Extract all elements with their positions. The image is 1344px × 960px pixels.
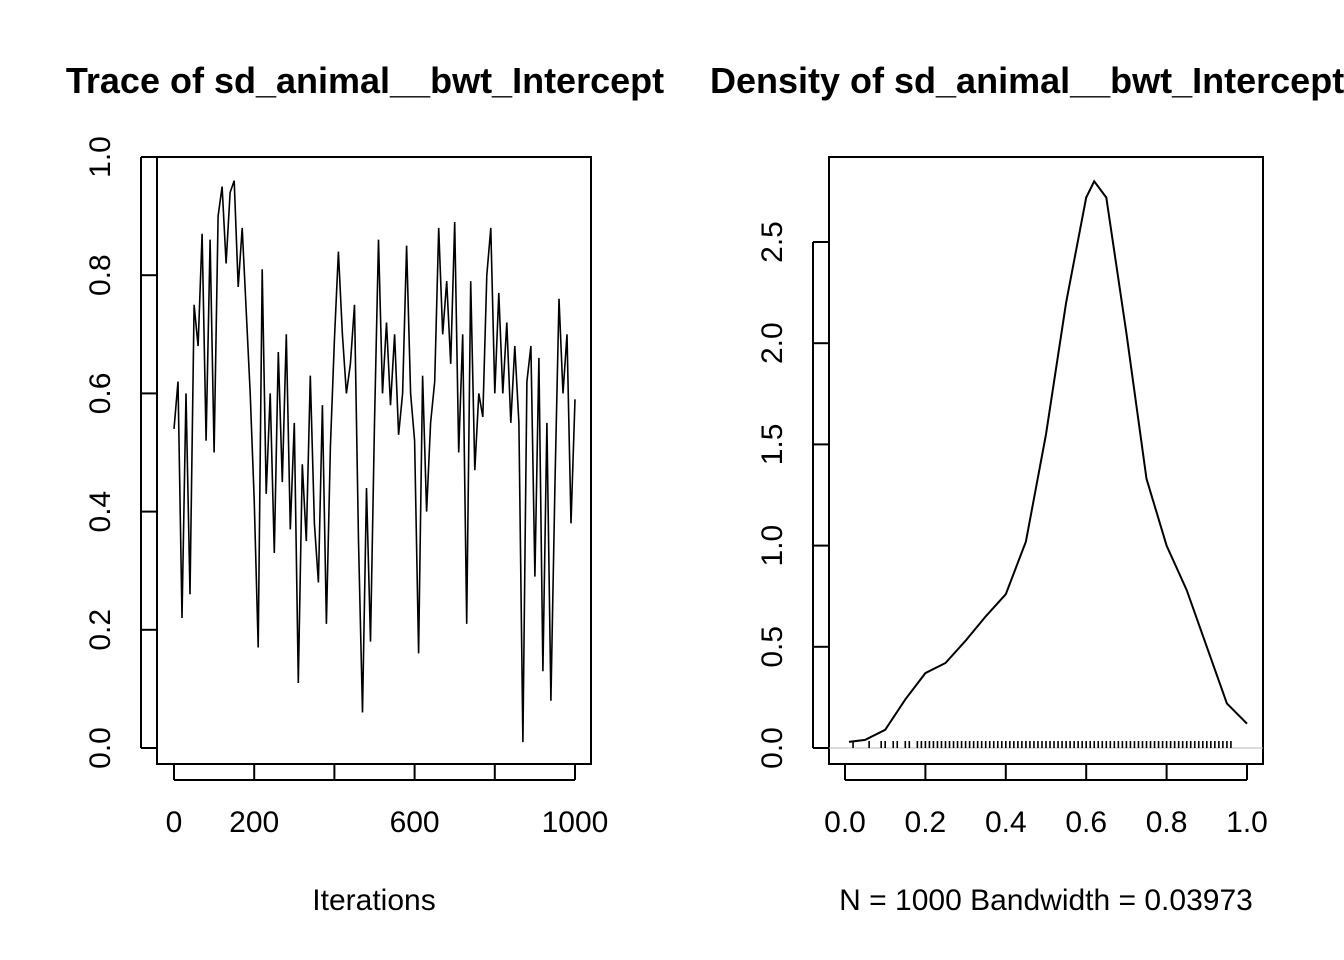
trace-y-tick-label: 0.4	[84, 491, 117, 533]
trace-y-tick-label: 0.2	[84, 609, 117, 651]
density-x-tick-label: 0.2	[905, 806, 947, 839]
trace-plot-title: Trace of sd_animal__bwt_Intercept	[66, 60, 664, 101]
density-plot-panel: Density of sd_animal__bwt_Intercept 0.0 0…	[710, 60, 1344, 917]
density-x-tick-label: 0.0	[824, 806, 866, 839]
density-y-tick-label: 2.5	[756, 221, 789, 263]
trace-x-tick-label: 1000	[542, 806, 609, 839]
trace-x-axis: 0 200 600 1000	[166, 764, 609, 839]
trace-y-tick-label: 0.0	[84, 727, 117, 769]
trace-x-axis-label: Iterations	[312, 884, 435, 917]
density-y-tick-label: 0.0	[756, 727, 789, 769]
density-x-axis-label: N = 1000 Bandwidth = 0.03973	[839, 884, 1253, 917]
density-plot-title: Density of sd_animal__bwt_Intercept	[710, 60, 1344, 101]
density-x-tick-label: 0.6	[1065, 806, 1107, 839]
trace-x-tick-label: 0	[166, 806, 183, 839]
trace-plot-frame	[156, 156, 592, 765]
trace-y-tick-label: 0.6	[84, 373, 117, 415]
density-x-axis: 0.0 0.2 0.4 0.6 0.8 1.0	[824, 764, 1268, 839]
trace-x-tick-label: 200	[229, 806, 279, 839]
trace-plot-panel: Trace of sd_animal__bwt_Intercept 0 200 60…	[66, 60, 664, 917]
density-y-tick-label: 0.5	[756, 626, 789, 668]
density-plot-frame	[828, 156, 1264, 765]
density-x-tick-label: 1.0	[1226, 806, 1268, 839]
density-x-tick-label: 0.8	[1146, 806, 1188, 839]
density-rug	[852, 741, 1232, 748]
trace-y-tick-label: 0.8	[84, 254, 117, 296]
trace-series-line	[173, 180, 576, 743]
trace-x-tick-label: 600	[390, 806, 440, 839]
density-series-line	[848, 179, 1248, 743]
density-y-tick-label: 2.0	[756, 322, 789, 364]
density-y-tick-label: 1.0	[756, 525, 789, 567]
trace-y-tick-label: 1.0	[84, 136, 117, 178]
density-y-axis: 0.0 0.5 1.0 1.5 2.0 2.5	[756, 221, 829, 769]
trace-y-axis: 0.0 0.2 0.4 0.6 0.8 1.0	[84, 136, 157, 769]
density-y-tick-label: 1.5	[756, 424, 789, 466]
density-x-tick-label: 0.4	[985, 806, 1027, 839]
